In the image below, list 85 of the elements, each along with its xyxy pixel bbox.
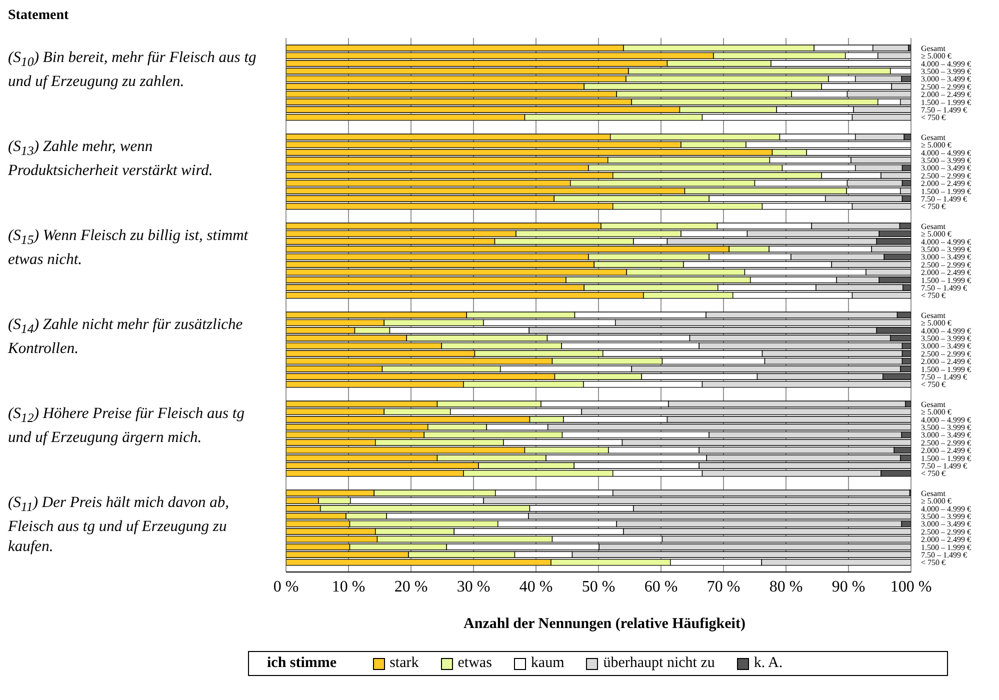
y-tick-label: < 750 € <box>921 202 946 212</box>
legend-label: überhaupt nicht zu <box>603 655 715 672</box>
x-tick-label: 90 % <box>832 578 866 596</box>
y-tick-label: 2.500 – 2.999 € <box>921 527 971 536</box>
y-tick-label: Gesamt <box>921 44 946 53</box>
y-tick-label: 7.50 – 1.499 € <box>921 194 967 204</box>
y-tick-label: 7.50 – 1.499 € <box>921 550 967 560</box>
x-tick-label: 10 % <box>332 578 366 596</box>
x-tick-label: 70 % <box>706 578 740 596</box>
y-tick-label: 2.500 – 2.999 € <box>921 438 971 448</box>
y-tick-label: 1.500 – 1.999 € <box>921 454 971 463</box>
y-tick-label: ≥ 5.000 € <box>921 140 952 150</box>
y-tick-label: 4.000 – 4.999 € <box>921 504 971 514</box>
y-tick-label: 2.500 – 2.999 € <box>921 82 971 92</box>
y-tick-label: 2.000 – 2.499 € <box>921 357 971 366</box>
x-tick-label: 0 % <box>273 578 299 596</box>
y-tick-label: 7.50 – 1.499 € <box>921 283 967 292</box>
y-tick-label: 3.500 – 3.999 € <box>921 244 971 254</box>
text: (S$_{13}$) Zahle mehr, wenn Produktsicherheit verstärkt wird. <box>8 137 214 182</box>
y-tick-label: 1.500 – 1.999 € <box>921 542 971 552</box>
y-tick-label: 1.500 – 1.999 € <box>921 364 971 374</box>
y-tick-label: 3.500 – 3.999 € <box>921 66 971 76</box>
x-tick-label: 20 % <box>394 578 428 596</box>
x-tick-label: 60 % <box>644 578 678 596</box>
y-tick-label: ≥ 5.000 € <box>921 318 952 328</box>
y-tick-label: 3.000 – 3.499 € <box>921 430 971 440</box>
y-tick-label: ≥ 5.000 € <box>921 52 952 61</box>
y-tick-label: 4.000 – 4.999 € <box>921 59 971 68</box>
y-tick-label: 2.500 – 2.999 € <box>921 171 971 180</box>
legend-label: etwas <box>458 655 492 672</box>
y-tick-label: 2.000 – 2.499 € <box>921 268 971 278</box>
y-tick-label: < 750 € <box>921 558 946 568</box>
y-tick-label: ≥ 5.000 € <box>921 408 952 417</box>
y-tick-label: Gesamt <box>921 400 946 409</box>
y-tick-label: 4.000 – 4.999 € <box>921 237 971 246</box>
y-tick-label: < 750 € <box>921 291 946 300</box>
y-tick-label: Gesamt <box>921 310 946 320</box>
y-tick-label: 3.500 – 3.999 € <box>921 512 971 521</box>
text: (S$_{15}$) Wenn Fleisch zu billig ist, stimmt etwas nicht. <box>8 226 250 270</box>
y-tick-label: 3.000 – 3.499 € <box>921 164 971 173</box>
y-tick-label: 2.500 – 2.999 € <box>921 260 971 270</box>
y-tick-label: 2.000 – 2.499 € <box>921 535 971 544</box>
y-tick-label: 4.000 – 4.999 € <box>921 415 971 424</box>
x-tick-label: 100 % <box>890 578 932 596</box>
text: Statement <box>8 8 70 25</box>
legend-label: kaum <box>530 655 564 672</box>
y-tick-label: 3.000 – 3.499 € <box>921 520 971 529</box>
text: (S$_{14}$) Zahle nicht mehr für zusätzliche Kontrollen. <box>8 315 244 360</box>
y-tick-label: ≥ 5.000 € <box>921 230 952 239</box>
y-tick-label: < 750 € <box>921 380 946 390</box>
x-tick-label: 40 % <box>519 578 553 596</box>
y-tick-label: 3.500 – 3.999 € <box>921 334 971 343</box>
y-tick-label: 2.000 – 2.499 € <box>921 90 971 100</box>
legend-label: stark <box>390 655 419 672</box>
x-tick-label: 50 % <box>582 578 616 596</box>
y-tick-label: 3.000 – 3.499 € <box>921 252 971 262</box>
y-tick-label: 7.50 – 1.499 € <box>921 461 967 470</box>
legend-label: k. A. <box>754 655 783 672</box>
text: (S$_{11}$) Der Preis hält mich davon ab, Fleisch aus tg und uf Erzeugung zu kaufen. <box>8 493 230 558</box>
y-tick-label: 4.000 – 4.999 € <box>921 326 971 336</box>
y-tick-label: 4.000 – 4.999 € <box>921 148 971 158</box>
y-tick-label: 1.500 – 1.999 € <box>921 98 971 107</box>
legend-title: ich stimme <box>267 655 337 672</box>
y-tick-label: Gesamt <box>921 222 946 231</box>
y-tick-label: 2.500 – 2.999 € <box>921 349 971 358</box>
x-tick-label: 80 % <box>769 578 803 596</box>
text: (S$_{10}$) Bin bereit, mehr für Fleisch aus tg und uf Erzeugung zu zahlen. <box>8 48 258 92</box>
y-tick-label: 7.50 – 1.499 € <box>921 372 967 382</box>
y-tick-label: 7.50 – 1.499 € <box>921 105 967 114</box>
x-axis-title: Anzahl der Nennungen (relative Häufigkeit) <box>462 616 746 633</box>
y-tick-label: < 750 € <box>921 113 946 122</box>
y-tick-label: 3.500 – 3.999 € <box>921 422 971 432</box>
y-tick-label: 1.500 – 1.999 € <box>921 186 971 196</box>
y-tick-label: < 750 € <box>921 469 946 478</box>
y-tick-label: Gesamt <box>921 488 946 498</box>
text: (S$_{12}$) Höhere Preise für Fleisch aus tg und uf Erzeugung ärgern mich. <box>8 404 246 448</box>
x-tick-label: 30 % <box>456 578 490 596</box>
y-tick-label: Gesamt <box>921 132 946 142</box>
y-tick-label: 1.500 – 1.999 € <box>921 276 971 285</box>
y-tick-label: ≥ 5.000 € <box>921 496 952 506</box>
y-tick-label: 2.000 – 2.499 € <box>921 446 971 456</box>
y-tick-label: 3.000 – 3.499 € <box>921 74 971 84</box>
y-tick-label: 3.500 – 3.999 € <box>921 156 971 165</box>
y-tick-label: 2.000 – 2.499 € <box>921 179 971 188</box>
y-tick-label: 3.000 – 3.499 € <box>921 342 971 351</box>
